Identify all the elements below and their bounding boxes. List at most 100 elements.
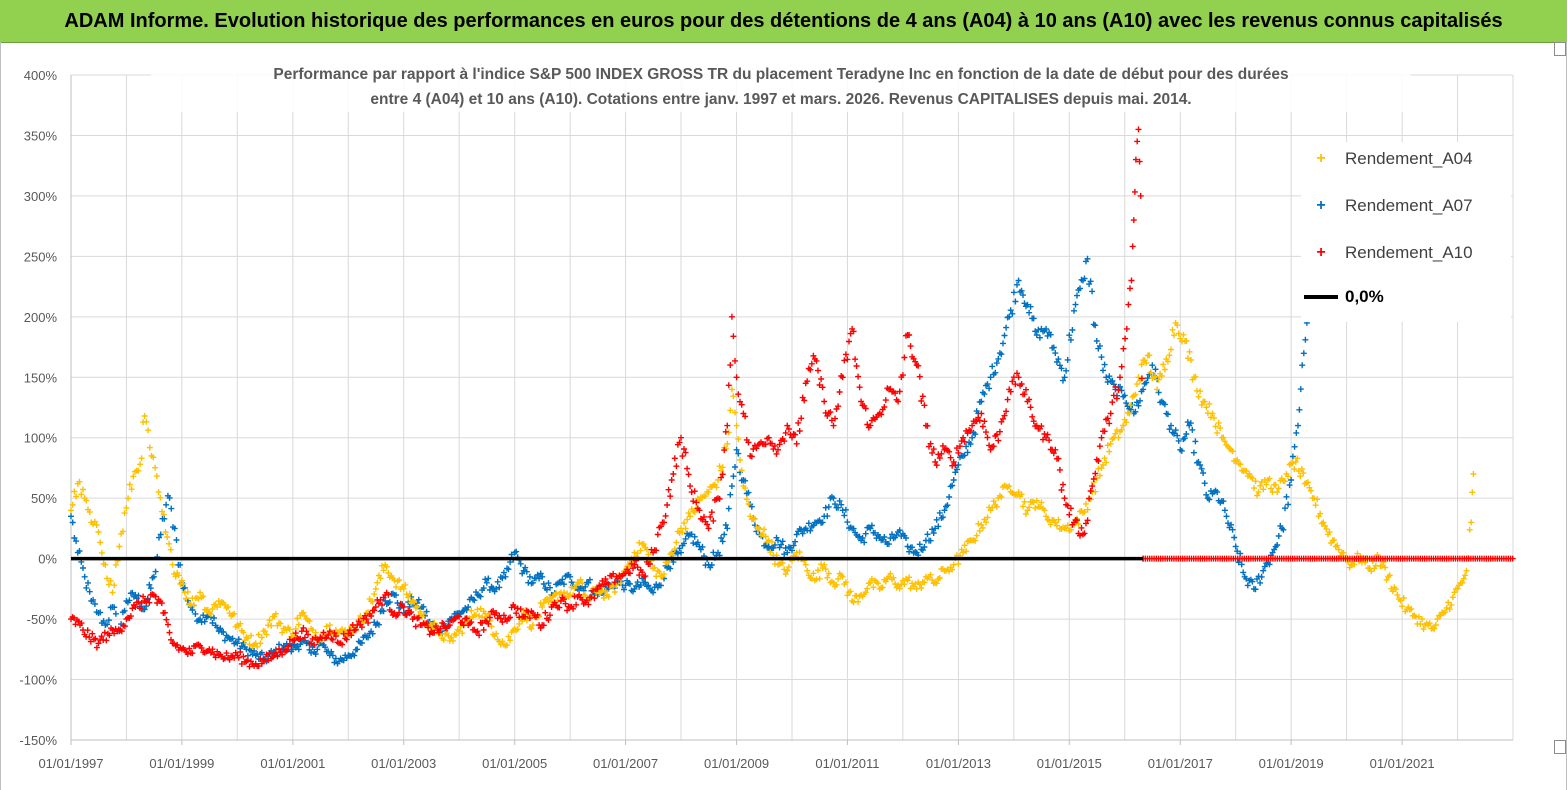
marker-rendement-a04 [1093, 475, 1100, 481]
marker-rendement-a04 [1083, 500, 1089, 507]
marker-rendement-a04 [933, 580, 940, 587]
marker-rendement-a10 [1000, 415, 1006, 422]
marker-rendement-a04 [1169, 326, 1176, 333]
marker-rendement-a07 [972, 431, 979, 438]
resize-handle-bottom[interactable] [1554, 740, 1566, 754]
marker-rendement-a10 [1078, 524, 1085, 531]
marker-rendement-a07 [140, 606, 147, 613]
marker-rendement-a04 [200, 593, 207, 600]
marker-rendement-a04 [816, 575, 823, 582]
marker-rendement-a04 [892, 581, 899, 587]
marker-rendement-a10 [137, 605, 143, 612]
marker-rendement-a04 [540, 599, 547, 606]
marker-rendement-a07 [825, 503, 832, 510]
marker-rendement-a07 [722, 522, 729, 528]
marker-rendement-a10 [1090, 476, 1097, 482]
marker-rendement-a04 [1354, 550, 1361, 557]
marker-rendement-a10 [204, 648, 211, 654]
marker-rendement-a07 [1244, 582, 1251, 589]
marker-rendement-a04 [657, 573, 664, 579]
marker-rendement-a04 [150, 454, 157, 461]
marker-rendement-a10 [1010, 374, 1017, 381]
marker-rendement-a04 [802, 561, 809, 568]
marker-rendement-a10 [953, 445, 960, 452]
legend-label-a10: Rendement_A10 [1345, 243, 1473, 262]
marker-rendement-a10 [1026, 396, 1033, 403]
marker-rendement-a10 [755, 442, 761, 449]
marker-rendement-a07 [1192, 438, 1199, 445]
marker-rendement-a04 [405, 594, 412, 601]
marker-rendement-a07 [71, 535, 78, 541]
marker-rendement-a10 [320, 629, 327, 636]
marker-rendement-a07 [351, 652, 358, 659]
marker-rendement-a07 [1257, 579, 1264, 586]
legend-label-a07: Rendement_A07 [1345, 196, 1473, 215]
marker-rendement-a07 [893, 531, 900, 538]
marker-rendement-a04 [893, 584, 900, 591]
x-tick-label: 01/01/2009 [704, 756, 769, 771]
marker-rendement-a10 [912, 358, 919, 365]
y-tick-label: -100% [19, 673, 57, 688]
marker-rendement-a04 [602, 588, 609, 594]
marker-rendement-a10 [855, 373, 862, 380]
marker-rendement-a04 [166, 540, 172, 547]
marker-rendement-a04 [1160, 361, 1167, 368]
marker-rendement-a07 [748, 503, 755, 510]
marker-rendement-a07 [844, 519, 851, 526]
marker-rendement-a07 [583, 579, 590, 586]
marker-rendement-a04 [71, 488, 78, 495]
marker-rendement-a04 [1331, 537, 1338, 544]
marker-rendement-a10 [1032, 423, 1039, 430]
marker-rendement-a04 [130, 473, 137, 480]
marker-rendement-a10 [209, 646, 216, 653]
marker-rendement-a04 [682, 525, 689, 532]
marker-rendement-a10 [437, 625, 444, 632]
marker-rendement-a04 [1118, 426, 1125, 433]
marker-rendement-a04 [1026, 504, 1033, 511]
marker-rendement-a07 [1184, 419, 1191, 426]
legend-entry-a10: + Rendement_A10 [1301, 238, 1473, 268]
marker-rendement-a07 [343, 655, 350, 661]
marker-rendement-a10 [865, 424, 872, 431]
marker-rendement-a04 [1294, 455, 1301, 462]
marker-rendement-a04 [835, 575, 842, 582]
marker-rendement-a04 [499, 638, 506, 645]
marker-rendement-a07 [386, 599, 393, 606]
marker-rendement-a10 [1027, 404, 1034, 411]
marker-rendement-a04 [1462, 572, 1469, 579]
marker-rendement-a10 [1107, 410, 1114, 417]
marker-rendement-a04 [1392, 586, 1399, 593]
marker-rendement-a07 [924, 531, 931, 538]
resize-handle-top[interactable] [1554, 42, 1566, 56]
marker-rendement-a10 [212, 654, 219, 661]
marker-rendement-a10 [856, 384, 863, 391]
marker-rendement-a10 [593, 586, 600, 593]
marker-rendement-a10 [1130, 217, 1137, 224]
marker-rendement-a07 [1237, 550, 1244, 557]
marker-rendement-a04 [1309, 495, 1316, 502]
marker-rendement-a04 [377, 575, 384, 582]
marker-rendement-a10 [725, 382, 732, 389]
marker-rendement-a10 [796, 428, 803, 434]
marker-rendement-a07 [1274, 542, 1281, 548]
marker-rendement-a04 [1036, 504, 1043, 510]
marker-rendement-a10 [1087, 488, 1094, 494]
marker-rendement-a07 [1286, 482, 1293, 489]
marker-rendement-a04 [80, 486, 86, 493]
marker-rendement-a04 [1033, 497, 1040, 504]
marker-rendement-a07 [561, 581, 567, 588]
marker-rendement-a04 [1201, 398, 1208, 405]
marker-rendement-a04 [1146, 352, 1153, 359]
marker-rendement-a07 [1299, 362, 1306, 369]
marker-rendement-a07 [195, 617, 202, 624]
marker-rendement-a07 [872, 529, 878, 536]
marker-rendement-a07 [382, 598, 389, 604]
marker-rendement-a04 [1432, 622, 1439, 628]
marker-rendement-a10 [556, 604, 563, 611]
marker-rendement-a07 [630, 588, 636, 595]
marker-rendement-a07 [104, 621, 111, 628]
marker-rendement-a04 [73, 493, 80, 500]
marker-rendement-a07 [933, 516, 940, 523]
marker-rendement-a10 [497, 615, 504, 622]
marker-rendement-a10 [423, 620, 430, 627]
